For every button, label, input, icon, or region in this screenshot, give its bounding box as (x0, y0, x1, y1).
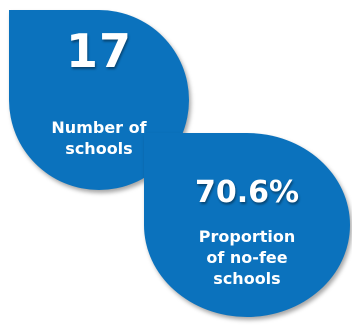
stat-label-schools: Number of schools (51, 118, 147, 158)
stat-drop-no-fee: 70.6% Proportion of no-fee schools (144, 133, 350, 317)
stat-value-schools: 17 (65, 24, 132, 78)
stat-label-no-fee: Proportion of no-fee schools (198, 227, 296, 288)
stat-value-no-fee: 70.6% (194, 175, 300, 210)
stat-drop-schools: 17 Number of schools (9, 10, 189, 190)
